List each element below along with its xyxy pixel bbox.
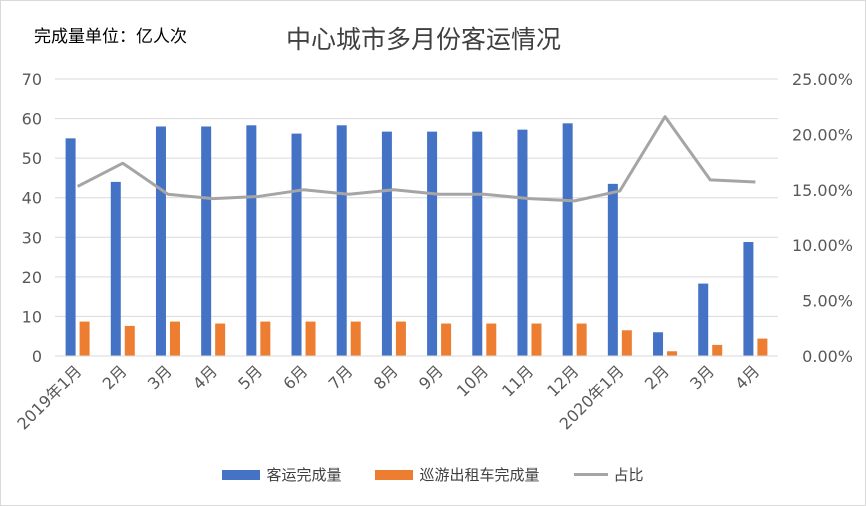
right-tick-label: 10.00% bbox=[792, 236, 853, 255]
bar-passenger bbox=[65, 138, 76, 356]
left-tick-label: 0 bbox=[32, 347, 42, 366]
legend-label-passenger: 客运完成量 bbox=[266, 466, 342, 484]
legend-item-taxi: 巡游出租车完成量 bbox=[375, 464, 540, 485]
bar-taxi bbox=[757, 338, 768, 356]
bar-passenger bbox=[110, 181, 121, 356]
legend-swatch-passenger bbox=[222, 469, 261, 480]
chart-title: 中心城市多月份客运情况 bbox=[286, 25, 562, 54]
right-y-axis: 0.00% 5.00% 10.00% 15.00% 20.00% 25.00% bbox=[792, 70, 853, 366]
bar-taxi bbox=[79, 321, 90, 356]
bar-taxi bbox=[169, 321, 180, 356]
x-tick-label: 12月 bbox=[543, 361, 582, 400]
bar-passenger bbox=[427, 131, 438, 356]
x-tick-label: 6月 bbox=[279, 361, 311, 393]
bar-taxi bbox=[486, 323, 497, 356]
bar-passenger bbox=[472, 131, 483, 356]
left-tick-label: 20 bbox=[22, 268, 42, 287]
bar-passenger bbox=[381, 131, 392, 356]
bar-taxi bbox=[531, 323, 542, 356]
x-tick-label: 8月 bbox=[370, 361, 402, 393]
bar-taxi bbox=[712, 344, 723, 356]
x-tick-label: 11月 bbox=[498, 361, 537, 400]
x-tick-label: 3月 bbox=[686, 361, 718, 393]
legend-label-ratio: 占比 bbox=[613, 466, 644, 484]
right-tick-label: 20.00% bbox=[792, 125, 853, 144]
bar-taxi bbox=[395, 321, 406, 356]
bar-taxi bbox=[441, 323, 452, 356]
bar-passenger bbox=[743, 242, 754, 356]
bar-passenger bbox=[336, 125, 347, 356]
bar-passenger bbox=[291, 133, 302, 356]
bar-passenger bbox=[562, 123, 573, 356]
bars bbox=[65, 123, 768, 356]
left-y-axis: 0 10 20 30 40 50 60 70 bbox=[22, 70, 42, 366]
left-tick-label: 60 bbox=[22, 110, 42, 129]
legend-item-ratio: 占比 bbox=[573, 464, 644, 485]
x-tick-label: 5月 bbox=[234, 361, 266, 393]
bar-passenger bbox=[201, 126, 212, 356]
legend-swatch-taxi bbox=[375, 469, 414, 480]
ratio-line bbox=[76, 115, 756, 203]
bar-taxi bbox=[350, 321, 361, 356]
legend: 客运完成量 巡游出租车完成量 占比 bbox=[0, 464, 866, 485]
right-tick-label: 5.00% bbox=[802, 292, 853, 311]
bar-passenger bbox=[698, 283, 709, 356]
bar-passenger bbox=[653, 332, 664, 356]
x-tick-label: 7月 bbox=[325, 361, 357, 393]
left-tick-label: 50 bbox=[22, 149, 42, 168]
legend-item-passenger: 客运完成量 bbox=[222, 464, 341, 485]
ratio-line-layer bbox=[76, 115, 756, 203]
x-tick-label: 3月 bbox=[144, 361, 176, 393]
left-tick-label: 30 bbox=[22, 228, 42, 247]
bar-passenger bbox=[517, 129, 528, 356]
x-tick-label: 2月 bbox=[641, 361, 673, 393]
left-tick-label: 70 bbox=[22, 70, 42, 89]
bar-taxi bbox=[124, 325, 135, 356]
left-tick-label: 10 bbox=[22, 307, 42, 326]
legend-swatch-ratio bbox=[573, 473, 608, 476]
bar-taxi bbox=[667, 351, 678, 356]
left-tick-label: 40 bbox=[22, 189, 42, 208]
bar-taxi bbox=[215, 323, 226, 356]
bar-taxi bbox=[576, 323, 587, 356]
bar-taxi bbox=[260, 321, 271, 356]
x-tick-label: 4月 bbox=[731, 361, 763, 393]
x-tick-label: 9月 bbox=[415, 361, 447, 393]
x-tick-label: 2月 bbox=[99, 361, 131, 393]
bar-taxi bbox=[621, 330, 632, 356]
right-tick-label: 25.00% bbox=[792, 70, 853, 89]
bar-taxi bbox=[305, 321, 316, 356]
bar-passenger bbox=[246, 125, 257, 356]
x-tick-label: 2019年1月 bbox=[13, 361, 85, 433]
unit-label: 完成量单位：亿人次 bbox=[34, 27, 187, 47]
bar-passenger bbox=[607, 183, 618, 356]
x-tick-label: 10月 bbox=[453, 361, 492, 400]
right-tick-label: 0.00% bbox=[802, 347, 853, 366]
right-tick-label: 15.00% bbox=[792, 181, 853, 200]
legend-label-taxi: 巡游出租车完成量 bbox=[419, 466, 540, 484]
x-tick-label: 4月 bbox=[189, 361, 221, 393]
bar-passenger bbox=[155, 126, 166, 356]
